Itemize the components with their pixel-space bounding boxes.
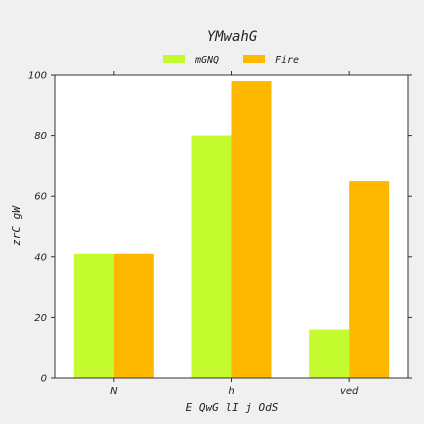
legend-label-fire: Fire xyxy=(275,55,299,66)
bar-fire-2 xyxy=(349,181,390,378)
bar-mgnq-2 xyxy=(309,329,350,378)
y-tick-label-4: 80 xyxy=(34,131,47,142)
legend-swatch-mgnq xyxy=(163,55,185,63)
bar-fire-1 xyxy=(231,81,272,378)
bars-group xyxy=(73,81,390,378)
bar-fire-0 xyxy=(113,253,154,378)
x-tick-label-0: N xyxy=(110,386,118,397)
chart-title: YMwahG xyxy=(207,29,258,45)
y-axis-ticks: 0 20 40 60 80 100 xyxy=(28,71,412,385)
x-axis-label: E QwG lI j OdS xyxy=(186,401,279,414)
y-tick-label-5: 100 xyxy=(28,71,47,82)
bar-mgnq-1 xyxy=(191,135,232,378)
y-tick-label-2: 40 xyxy=(34,252,47,263)
y-tick-label-0: 0 xyxy=(41,374,47,385)
y-axis-label: zrC gW xyxy=(10,205,23,246)
x-tick-label-2: ved xyxy=(340,386,359,397)
legend-label-mgnq: mGNQ xyxy=(194,55,219,66)
y-tick-label-1: 20 xyxy=(34,313,47,324)
y-tick-label-3: 60 xyxy=(34,192,47,203)
bar-mgnq-0 xyxy=(73,253,114,378)
legend-swatch-fire xyxy=(243,55,265,63)
legend: mGNQ Fire xyxy=(163,55,299,66)
plot-frame xyxy=(54,74,409,379)
x-tick-label-1: h xyxy=(228,386,234,397)
